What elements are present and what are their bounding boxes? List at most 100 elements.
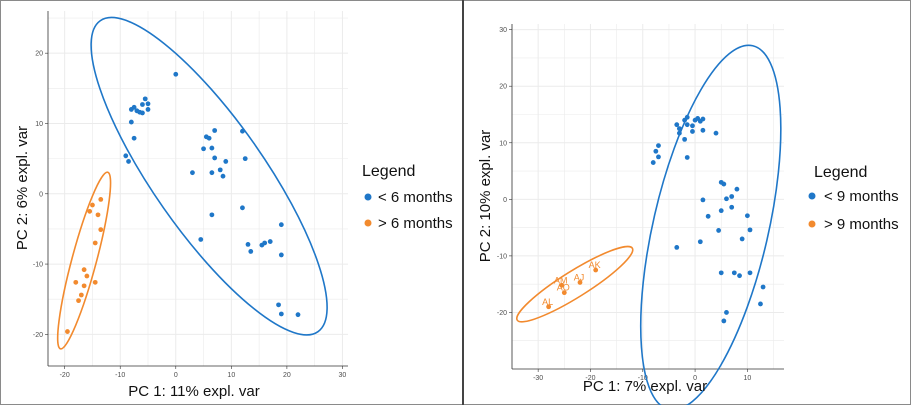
y-axis-title: PC 2: 10% expl. var	[477, 130, 494, 263]
data-point	[744, 213, 750, 219]
data-point	[653, 148, 659, 154]
data-point	[700, 197, 706, 203]
data-point	[721, 181, 727, 187]
x-axis-title: PC 1: 7% expl. var	[583, 378, 707, 395]
y-tick-label: 30	[499, 27, 507, 34]
data-point	[676, 126, 682, 132]
data-point	[84, 273, 90, 279]
data-point	[747, 270, 753, 276]
data-point	[716, 228, 722, 233]
data-point	[212, 155, 218, 161]
data-point	[684, 155, 690, 160]
data-point	[729, 194, 735, 199]
data-point	[674, 245, 680, 250]
data-point	[240, 128, 245, 134]
data-point	[220, 173, 226, 179]
data-point	[145, 107, 151, 112]
data-point	[76, 298, 81, 304]
data-point	[700, 116, 706, 122]
data-point	[131, 104, 137, 110]
data-point	[209, 170, 215, 176]
data-point	[190, 170, 195, 176]
x-tick-label: -20	[585, 375, 595, 382]
legend: Legend < 9 months > 9 months	[808, 164, 899, 233]
point-label: AJ	[574, 272, 585, 282]
data-point	[90, 202, 95, 208]
data-point	[737, 273, 742, 279]
y-tick-label: -10	[497, 253, 507, 260]
data-point	[209, 145, 215, 151]
data-point	[81, 283, 87, 289]
data-point	[140, 102, 145, 107]
plot-background	[48, 11, 348, 366]
data-point	[131, 135, 137, 141]
confidence-ellipse	[90, 16, 328, 336]
data-point	[128, 119, 134, 125]
y-tick-label: 10	[35, 121, 43, 128]
data-point	[126, 159, 131, 164]
legend-key	[364, 219, 372, 227]
point-label: AM	[554, 275, 568, 285]
data-point	[721, 318, 727, 324]
data-point	[718, 208, 724, 214]
x-axis-title: PC 1: 11% expl. var	[128, 383, 259, 400]
y-tick-label: -20	[497, 310, 507, 317]
data-point	[684, 122, 690, 128]
data-point	[198, 237, 204, 242]
data-point	[259, 242, 265, 248]
data-point	[87, 208, 93, 214]
data-point	[206, 135, 212, 141]
data-point	[223, 159, 229, 164]
chart-panel-1: -20 -10 0 10 20 30 -20 -10 0 10 20 PC 1: 11% expl. …	[14, 11, 453, 400]
x-tick-label: 30	[339, 372, 347, 379]
data-point	[212, 128, 218, 133]
data-point	[758, 301, 763, 307]
y-tick-label: 20	[499, 84, 507, 91]
data-point	[92, 279, 98, 285]
point-label: AK	[589, 260, 601, 270]
x-tick-label: 10	[743, 375, 751, 382]
data-point	[546, 304, 552, 310]
data-point	[760, 284, 766, 290]
confidence-ellipse	[515, 245, 634, 323]
data-point	[201, 146, 206, 152]
data-point	[242, 156, 248, 162]
data-point	[713, 130, 719, 136]
data-point	[739, 236, 745, 242]
panel-divider	[462, 0, 464, 405]
x-tick-label: 20	[283, 372, 291, 379]
legend-label: < 6 months	[378, 189, 453, 206]
x-tick-label: 0	[693, 375, 697, 382]
point-label: AO	[557, 283, 570, 293]
data-point	[705, 213, 711, 219]
data-point	[747, 227, 753, 233]
data-point	[676, 130, 682, 136]
y-axis-title: PC 2: 6% expl. var	[14, 126, 31, 250]
point-label: AL	[542, 297, 553, 307]
data-point	[209, 212, 215, 218]
data-point	[731, 270, 737, 276]
legend-key	[364, 193, 372, 201]
data-point	[267, 239, 273, 244]
data-point	[123, 153, 129, 159]
x-tick-label: 0	[174, 372, 178, 379]
data-point	[724, 310, 729, 315]
data-point	[656, 143, 661, 148]
data-point	[245, 241, 251, 247]
data-point	[98, 196, 104, 202]
y-tick-label: -10	[33, 262, 43, 269]
data-point	[295, 312, 301, 318]
data-point	[593, 267, 599, 273]
legend-title: Legend	[814, 164, 867, 181]
y-tick-label: 0	[503, 197, 507, 204]
data-point	[140, 110, 145, 116]
data-point	[684, 114, 690, 120]
data-point	[81, 267, 87, 273]
y-tick-label: -20	[33, 332, 43, 339]
y-tick-label: 0	[39, 191, 43, 198]
data-point	[561, 290, 567, 296]
y-tick-label: 10	[499, 140, 507, 147]
x-tick-label: -10	[115, 372, 125, 379]
data-point	[278, 311, 284, 317]
